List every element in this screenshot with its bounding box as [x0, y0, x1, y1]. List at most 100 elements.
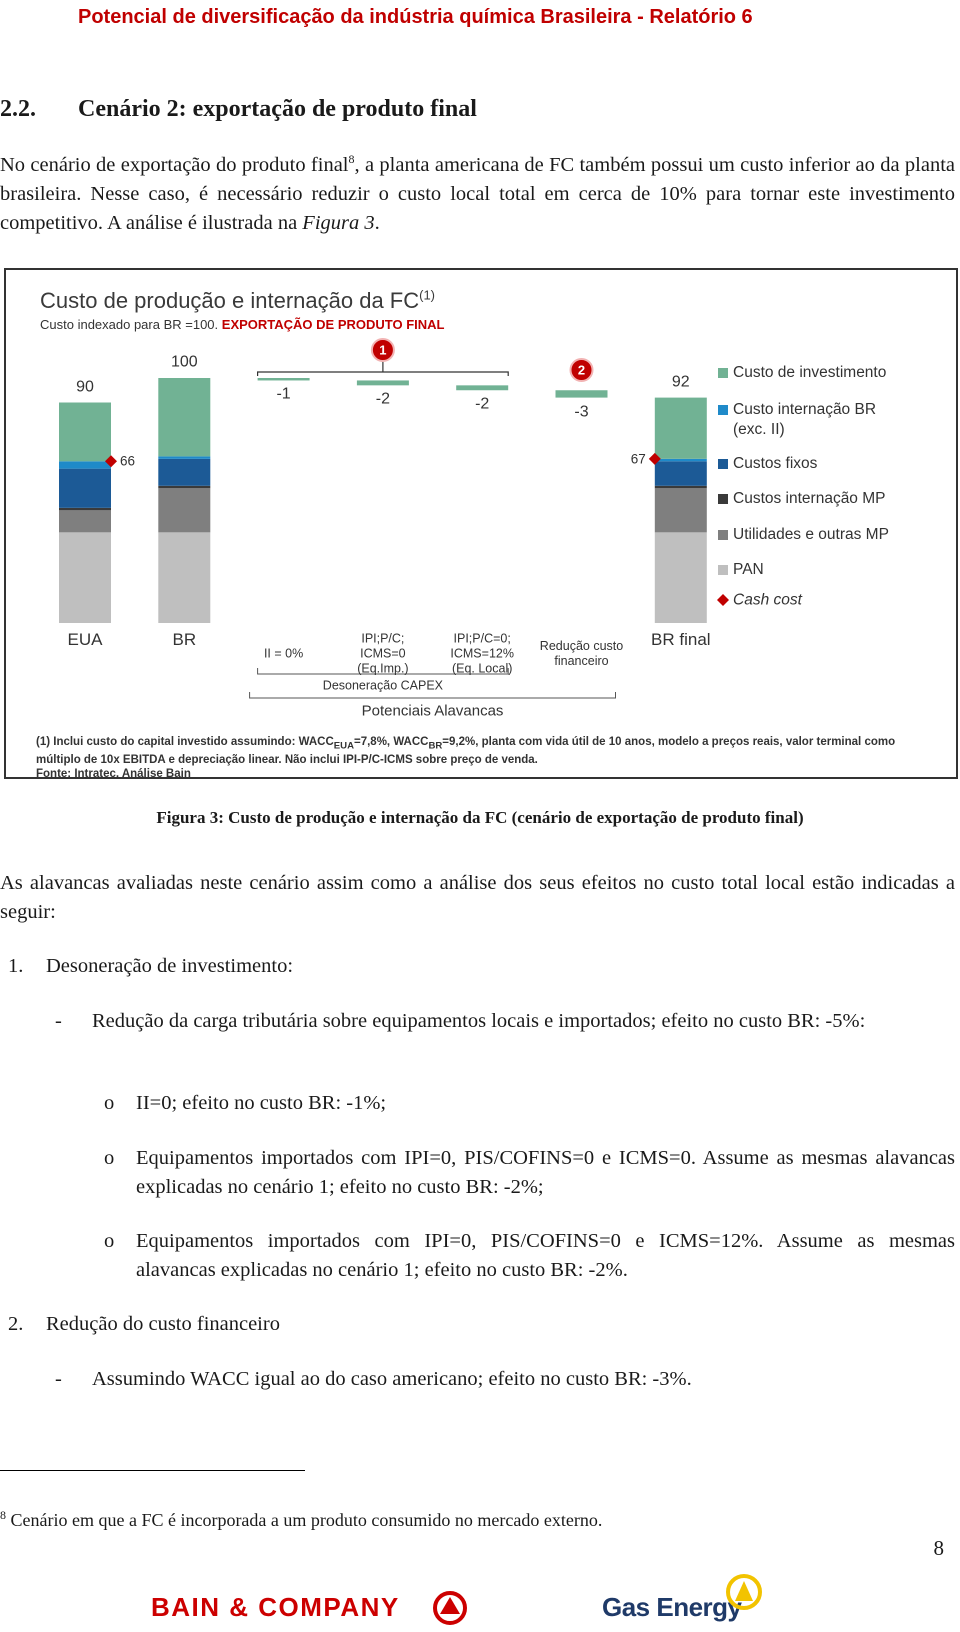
delta-bar	[257, 378, 310, 381]
total-label: 100	[170, 353, 198, 371]
paragraph: As alavancas avaliadas neste cenário ass…	[0, 872, 955, 923]
bar-segment	[59, 468, 111, 508]
bar-segment	[158, 458, 211, 486]
delta-bar	[356, 380, 409, 386]
callout-label: 1	[379, 342, 387, 358]
legend-label: Utilidades e outras MP	[733, 526, 889, 543]
list-item: Redução da carga tributária sobre equipa…	[92, 1010, 866, 1032]
x-category-label: IPI;P/C=0; ICMS=12% (Eq. Local)	[450, 631, 514, 676]
group-label: Desoneração CAPEX	[322, 678, 443, 693]
x-category-label: Redução custo financeiro	[539, 639, 624, 668]
delta-label: -2	[475, 395, 490, 413]
list-number: 1.	[8, 955, 24, 977]
list-number: 2.	[8, 1313, 24, 1335]
legend-swatch	[718, 405, 728, 415]
bar-segment	[158, 378, 211, 457]
footnote-text: Cenário em que a FC é incorporada a um p…	[10, 1510, 603, 1530]
callout-circle	[569, 358, 594, 382]
legend-label: Custos internação MP	[733, 490, 886, 507]
x-category-label: II = 0%	[263, 646, 304, 661]
x-category-label: EUA	[67, 630, 103, 649]
cash-cost-label: 67	[630, 451, 646, 467]
bar-segment	[59, 402, 111, 462]
bullet: o	[104, 1092, 115, 1114]
chart: Custo de produção e internação da FC (1) …	[4, 268, 958, 781]
sub-item: Equipamentos importados com IPI=0, PIS/C…	[136, 1230, 955, 1281]
gas-energy-logo-mark	[726, 1574, 762, 1610]
bullet: o	[104, 1230, 115, 1252]
callout-label: 2	[577, 362, 586, 378]
chart-svg	[59, 338, 729, 699]
section-title: Cenário 2: exportação de produto final	[78, 96, 477, 122]
bain-logo: BAIN & COMPANY	[151, 1592, 400, 1622]
chart-subtitle: Custo indexado para BR =100.	[40, 317, 219, 332]
bracket	[257, 362, 509, 376]
legend-swatch	[718, 530, 728, 540]
text: EUA	[333, 740, 354, 752]
group-bracket	[249, 692, 616, 699]
figure-caption: Figura 3: Custo de produção e internação…	[156, 808, 804, 827]
sub-item: Equipamentos importados com IPI=0, PIS/C…	[136, 1147, 955, 1198]
legend-label: Custo de investimento	[733, 364, 887, 381]
bar-segment	[59, 461, 111, 469]
text: BR	[428, 740, 443, 752]
legend-label: Cash cost	[733, 591, 802, 609]
bullet: -	[55, 1010, 62, 1032]
legend-swatch	[718, 494, 728, 504]
group-label: Potenciais Alavancas	[361, 702, 504, 720]
total-label: 92	[671, 373, 690, 391]
intro-paragraph: No cenário de exportação do produto fina…	[0, 151, 955, 238]
x-category-label: BR final	[651, 630, 711, 649]
bar-segment	[654, 488, 707, 533]
text: , a planta americana de FC também possui…	[0, 154, 956, 234]
footnote-number: 8	[0, 1508, 6, 1522]
bar-segment	[59, 510, 111, 533]
cash-cost-marker	[648, 452, 661, 465]
delta-bar	[456, 385, 509, 391]
source: Fonte: Intratec, Análise Bain	[36, 768, 191, 781]
text: =7,8%, WACC	[354, 736, 429, 748]
total-label: 90	[76, 378, 94, 395]
bar-segment	[654, 461, 707, 486]
chart-footnote: (1) Inclui custo do capital investido as…	[36, 735, 936, 781]
chart-title-box: Custo de produção e internação da FC(1)	[40, 288, 435, 314]
footnote: 8 Cenário em que a FC é incorporada a um…	[0, 1508, 603, 1531]
bar-segment	[59, 532, 111, 623]
list-item: Assumindo WACC igual ao do caso american…	[92, 1368, 692, 1390]
bar-segment	[158, 485, 211, 489]
chart-subtitle-highlight: EXPORTAÇÃO DE PRODUTO FINAL	[221, 317, 445, 332]
bar-segment	[158, 532, 211, 623]
delta-bar	[555, 390, 608, 398]
chart-title: Custo de produção e internação da FC	[40, 288, 420, 313]
delta-label: -3	[574, 403, 589, 421]
legend-swatch	[717, 594, 729, 606]
cash-cost-marker	[105, 455, 117, 468]
text: (1) Inclui custo do capital investido as…	[36, 736, 334, 748]
x-category-label: BR	[172, 630, 197, 649]
legend-label: PAN	[733, 561, 764, 578]
bar-segment	[654, 485, 707, 489]
figure-ref: Figura 3	[302, 212, 375, 234]
legend-swatch	[718, 368, 728, 378]
bar-segment	[654, 397, 707, 459]
group-bracket	[257, 668, 509, 675]
legend-swatch	[718, 565, 728, 575]
delta-label: -1	[276, 385, 291, 403]
legend-label: Custo internação BR (exc. II)	[733, 401, 877, 438]
cash-cost-label: 66	[120, 453, 136, 469]
text: .	[374, 212, 380, 234]
callout-circle	[370, 338, 395, 362]
bar-segment	[59, 507, 111, 511]
bain-logo-mark	[433, 1591, 467, 1625]
chart-subtitle-box: Custo indexado para BR =100. EXPORTAÇÃO …	[40, 317, 444, 332]
list-text: Redução do custo financeiro	[46, 1313, 280, 1335]
chart-title-note: (1)	[419, 287, 436, 303]
text: No cenário de exportação do produto fina…	[0, 154, 349, 176]
text: =9,2%, planta com vida útil de 10 anos, …	[36, 736, 896, 767]
legend-swatch	[718, 459, 728, 469]
section-number: 2.2.	[0, 96, 36, 122]
gas-energy-logo: Gas Energy	[602, 1592, 742, 1622]
bullet: -	[55, 1368, 62, 1390]
list-text: Desoneração de investimento:	[46, 955, 294, 977]
